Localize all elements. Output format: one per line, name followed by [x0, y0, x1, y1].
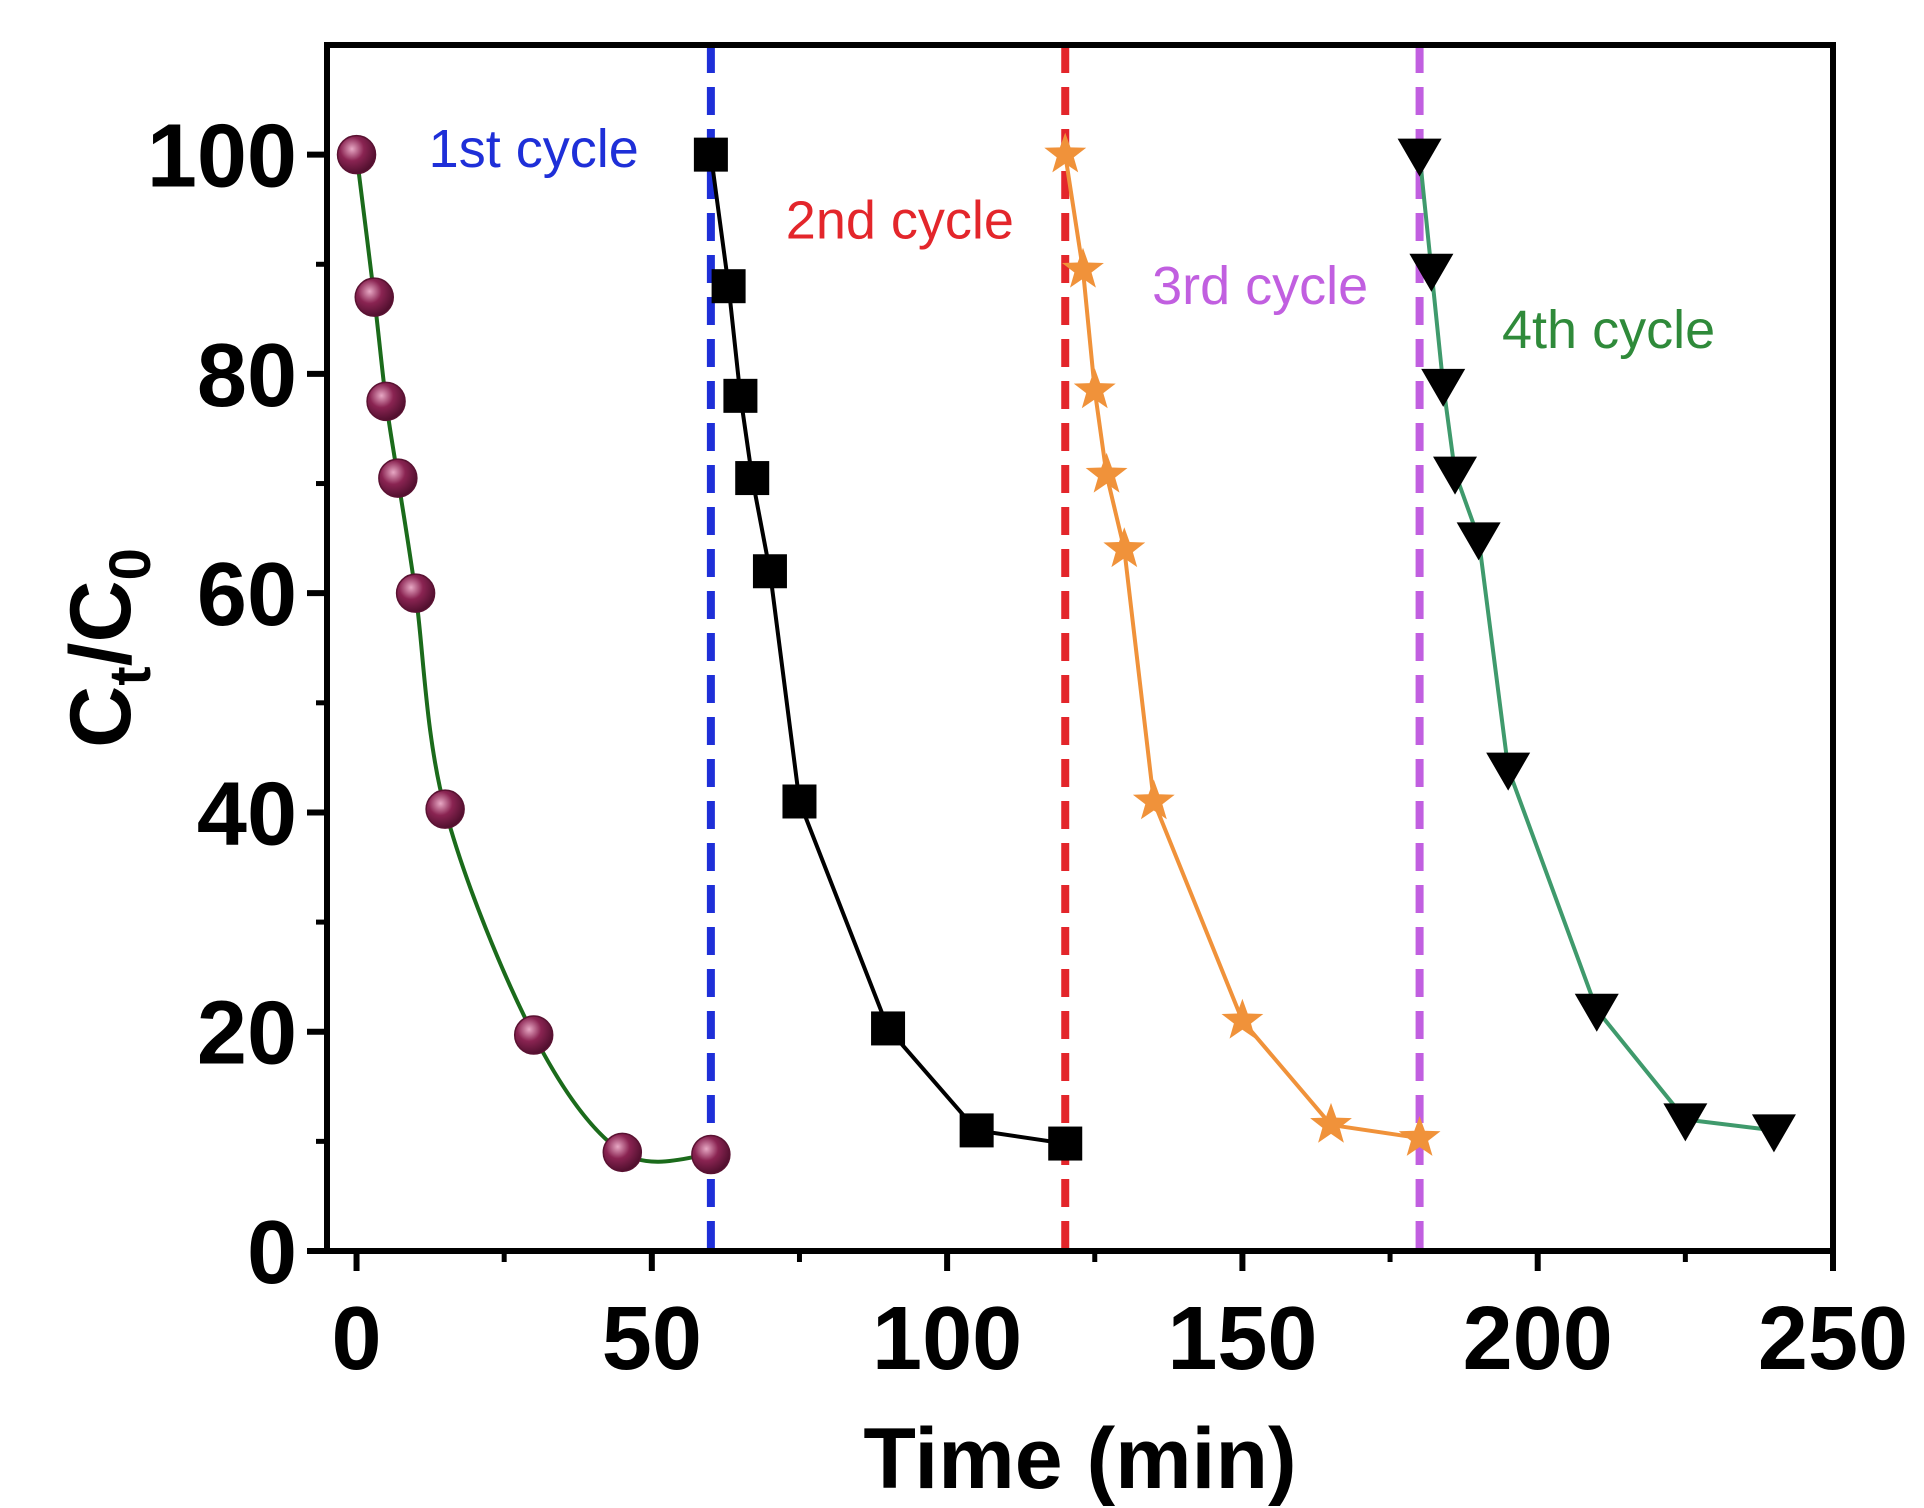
- data-point-triangle: [1456, 522, 1501, 561]
- data-point-star: [1310, 1102, 1352, 1143]
- series-3: [1044, 132, 1441, 1156]
- y-tick-label: 20: [197, 984, 297, 1084]
- data-point-sphere: [378, 458, 418, 498]
- y-tick-label: 100: [147, 107, 297, 207]
- data-point-star: [1398, 1116, 1441, 1156]
- y-tick-label: 60: [197, 545, 297, 645]
- data-point-star: [1132, 779, 1175, 820]
- y-tick-label: 0: [247, 1203, 297, 1303]
- x-tick-label: 250: [1758, 1289, 1908, 1389]
- x-tick-label: 0: [331, 1289, 381, 1389]
- data-point-sphere: [336, 134, 377, 175]
- x-axis-title: Time (min): [863, 1411, 1296, 1507]
- plot-frame: [324, 42, 1836, 1254]
- cycle-divider-lines: [706, 45, 1424, 1251]
- data-point-square: [735, 461, 770, 496]
- data-point-square: [752, 554, 787, 589]
- data-point-sphere: [366, 381, 406, 422]
- cycle-annotation: 3rd cycle: [1152, 256, 1368, 316]
- data-point-square: [1048, 1126, 1083, 1161]
- data-point-star: [1073, 368, 1116, 409]
- data-point-star: [1044, 132, 1087, 173]
- data-point-sphere: [425, 789, 465, 829]
- data-point-star: [1221, 998, 1264, 1039]
- series-2: [693, 137, 1083, 1161]
- cycle-annotations: 1st cycle 2nd cycle 3rd cycle 4th cycle: [429, 119, 1715, 360]
- data-point-square: [959, 1113, 994, 1148]
- data-point-triangle: [1574, 993, 1619, 1032]
- y-axis-title-part: C: [53, 580, 149, 642]
- data-point-sphere: [513, 1015, 554, 1055]
- data-point-triangle: [1397, 138, 1442, 177]
- data-point-sphere: [395, 573, 436, 613]
- x-tick-label: 100: [872, 1289, 1022, 1389]
- series-line: [354, 154, 711, 1164]
- x-tick-label: 50: [602, 1289, 702, 1389]
- cycle-annotation: 4th cycle: [1502, 300, 1715, 360]
- series-4: [1397, 138, 1796, 1153]
- x-tick-label: 200: [1463, 1289, 1613, 1389]
- cycle-annotation: 1st cycle: [429, 119, 639, 179]
- data-point-sphere: [354, 277, 394, 317]
- data-point-triangle: [1751, 1114, 1796, 1153]
- y-axis-title-subscript: 0: [98, 548, 163, 580]
- data-point-triangle: [1409, 253, 1454, 292]
- y-tick-label: 40: [197, 764, 297, 864]
- y-axis-title-subscript: t: [98, 666, 163, 685]
- data-point-square: [782, 784, 817, 819]
- data-point-square: [693, 137, 728, 172]
- y-axis-title-part: C: [53, 686, 149, 748]
- data-point-star: [1103, 527, 1146, 568]
- data-point-triangle: [1486, 752, 1531, 791]
- data-point-sphere: [691, 1134, 731, 1175]
- series-layer: [336, 132, 1796, 1175]
- data-point-triangle: [1663, 1103, 1708, 1142]
- data-point-star: [1085, 452, 1128, 493]
- y-tick-label: 80: [197, 326, 297, 426]
- x-tick-label: 150: [1167, 1289, 1317, 1389]
- data-point-square: [871, 1011, 906, 1046]
- data-point-star: [1062, 247, 1104, 288]
- y-axis-title-part: /: [53, 642, 149, 666]
- data-point-triangle: [1433, 456, 1478, 495]
- data-point-sphere: [602, 1132, 643, 1173]
- series-line: [708, 154, 1066, 1146]
- data-point-square: [723, 378, 758, 413]
- axis-ticks: 0 50 100 150 200 250 0 20 40 60 80 100: [147, 107, 1908, 1389]
- data-point-triangle: [1421, 368, 1466, 407]
- data-point-square: [711, 269, 746, 304]
- cycle-annotation: 2nd cycle: [786, 190, 1014, 250]
- series-1: [336, 134, 731, 1175]
- y-axis-title: Ct/C0: [53, 548, 163, 748]
